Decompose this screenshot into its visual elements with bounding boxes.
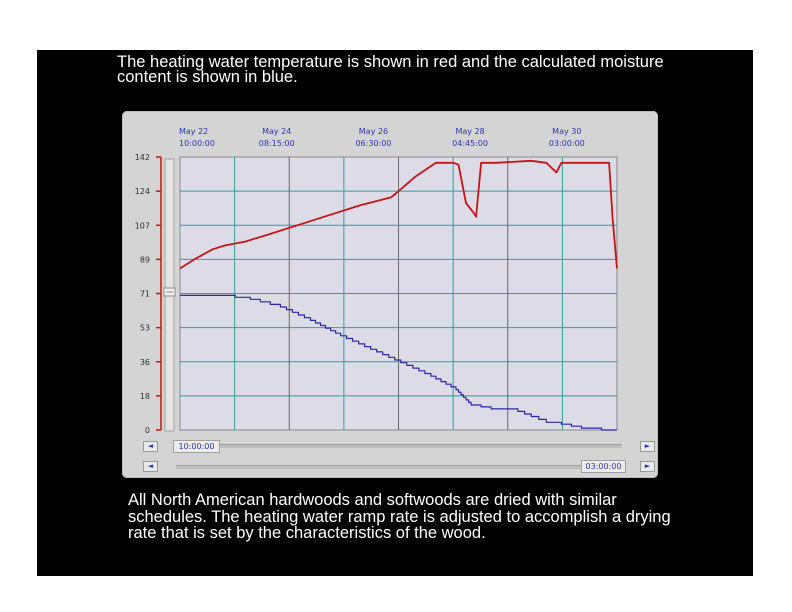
y-tick-label: 0 bbox=[145, 426, 150, 435]
caption-bottom: All North American hardwoods and softwoo… bbox=[128, 491, 671, 542]
series-line-moisture bbox=[180, 294, 617, 431]
y-tick-label: 89 bbox=[140, 255, 150, 264]
scroll-right-button-bottom[interactable]: ► bbox=[640, 461, 655, 472]
trend-chart-panel: May 22 10:00:00 May 24 08:15:00 May 26 06:30:… bbox=[122, 111, 658, 478]
time-label-time: 08:15:00 bbox=[259, 139, 295, 148]
scroll-right-button-top[interactable]: ► bbox=[640, 441, 655, 452]
y-tick-label: 142 bbox=[135, 153, 150, 162]
y-tick-label: 71 bbox=[140, 290, 150, 299]
time-label-date: May 26 bbox=[359, 127, 388, 136]
time-label-time: 06:30:00 bbox=[355, 139, 391, 148]
y-tick-label: 36 bbox=[140, 358, 150, 367]
y-tick-label: 53 bbox=[140, 324, 150, 333]
trend-chart: May 22 10:00:00 May 24 08:15:00 May 26 06:30:… bbox=[135, 127, 618, 435]
y-tick-label: 18 bbox=[140, 392, 150, 401]
time-label-date: May 30 bbox=[552, 127, 581, 136]
time-label-date: May 22 bbox=[179, 127, 208, 136]
series-line-temperature bbox=[179, 159, 618, 270]
scroll-left-button-top[interactable]: ◄ bbox=[143, 441, 158, 452]
y-tick-label: 124 bbox=[135, 187, 150, 196]
time-label-time: 10:00:00 bbox=[179, 139, 215, 148]
scroll-left-button-bottom[interactable]: ◄ bbox=[143, 461, 158, 472]
time-label-time: 03:00:00 bbox=[549, 139, 585, 148]
end-time-box[interactable]: 03:00:00 bbox=[581, 460, 626, 473]
start-time-box[interactable]: 10:00:00 bbox=[173, 440, 220, 453]
time-label-time: 04:45:00 bbox=[452, 139, 488, 148]
time-label-date: May 24 bbox=[262, 127, 291, 136]
caption-top: The heating water temperature is shown i… bbox=[117, 53, 664, 86]
bottom-scroll-track[interactable] bbox=[176, 465, 581, 469]
top-scroll-track[interactable] bbox=[220, 444, 622, 448]
y-tick-label: 107 bbox=[135, 221, 150, 230]
time-label-date: May 28 bbox=[455, 127, 484, 136]
